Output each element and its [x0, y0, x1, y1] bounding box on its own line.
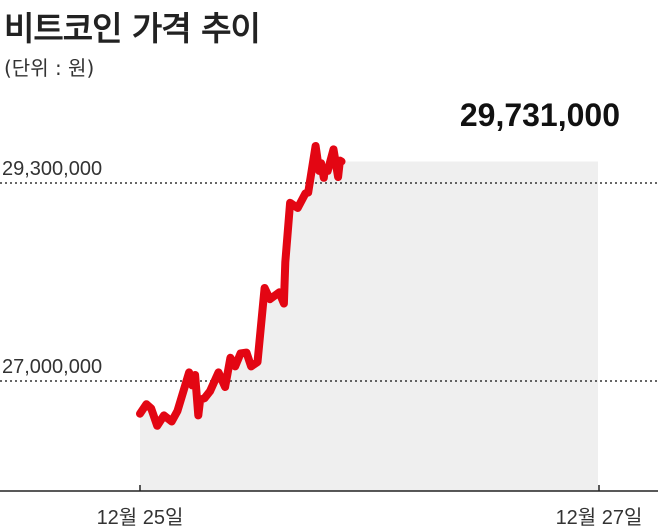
- unit-label: (단위 : 원): [4, 56, 95, 80]
- x-tick-label-0: 12월 25일: [97, 506, 184, 529]
- peak-price-label: 29,731,000: [460, 97, 620, 133]
- y-tick-label-1: 27,000,000: [2, 356, 102, 378]
- x-tick-label-1: 12월 27일: [556, 506, 643, 529]
- price-line: [136, 142, 346, 430]
- chart-title: 비트코인 가격 추이: [4, 9, 261, 48]
- price-area-fill: [140, 146, 598, 491]
- y-tick-label-0: 29,300,000: [2, 158, 102, 180]
